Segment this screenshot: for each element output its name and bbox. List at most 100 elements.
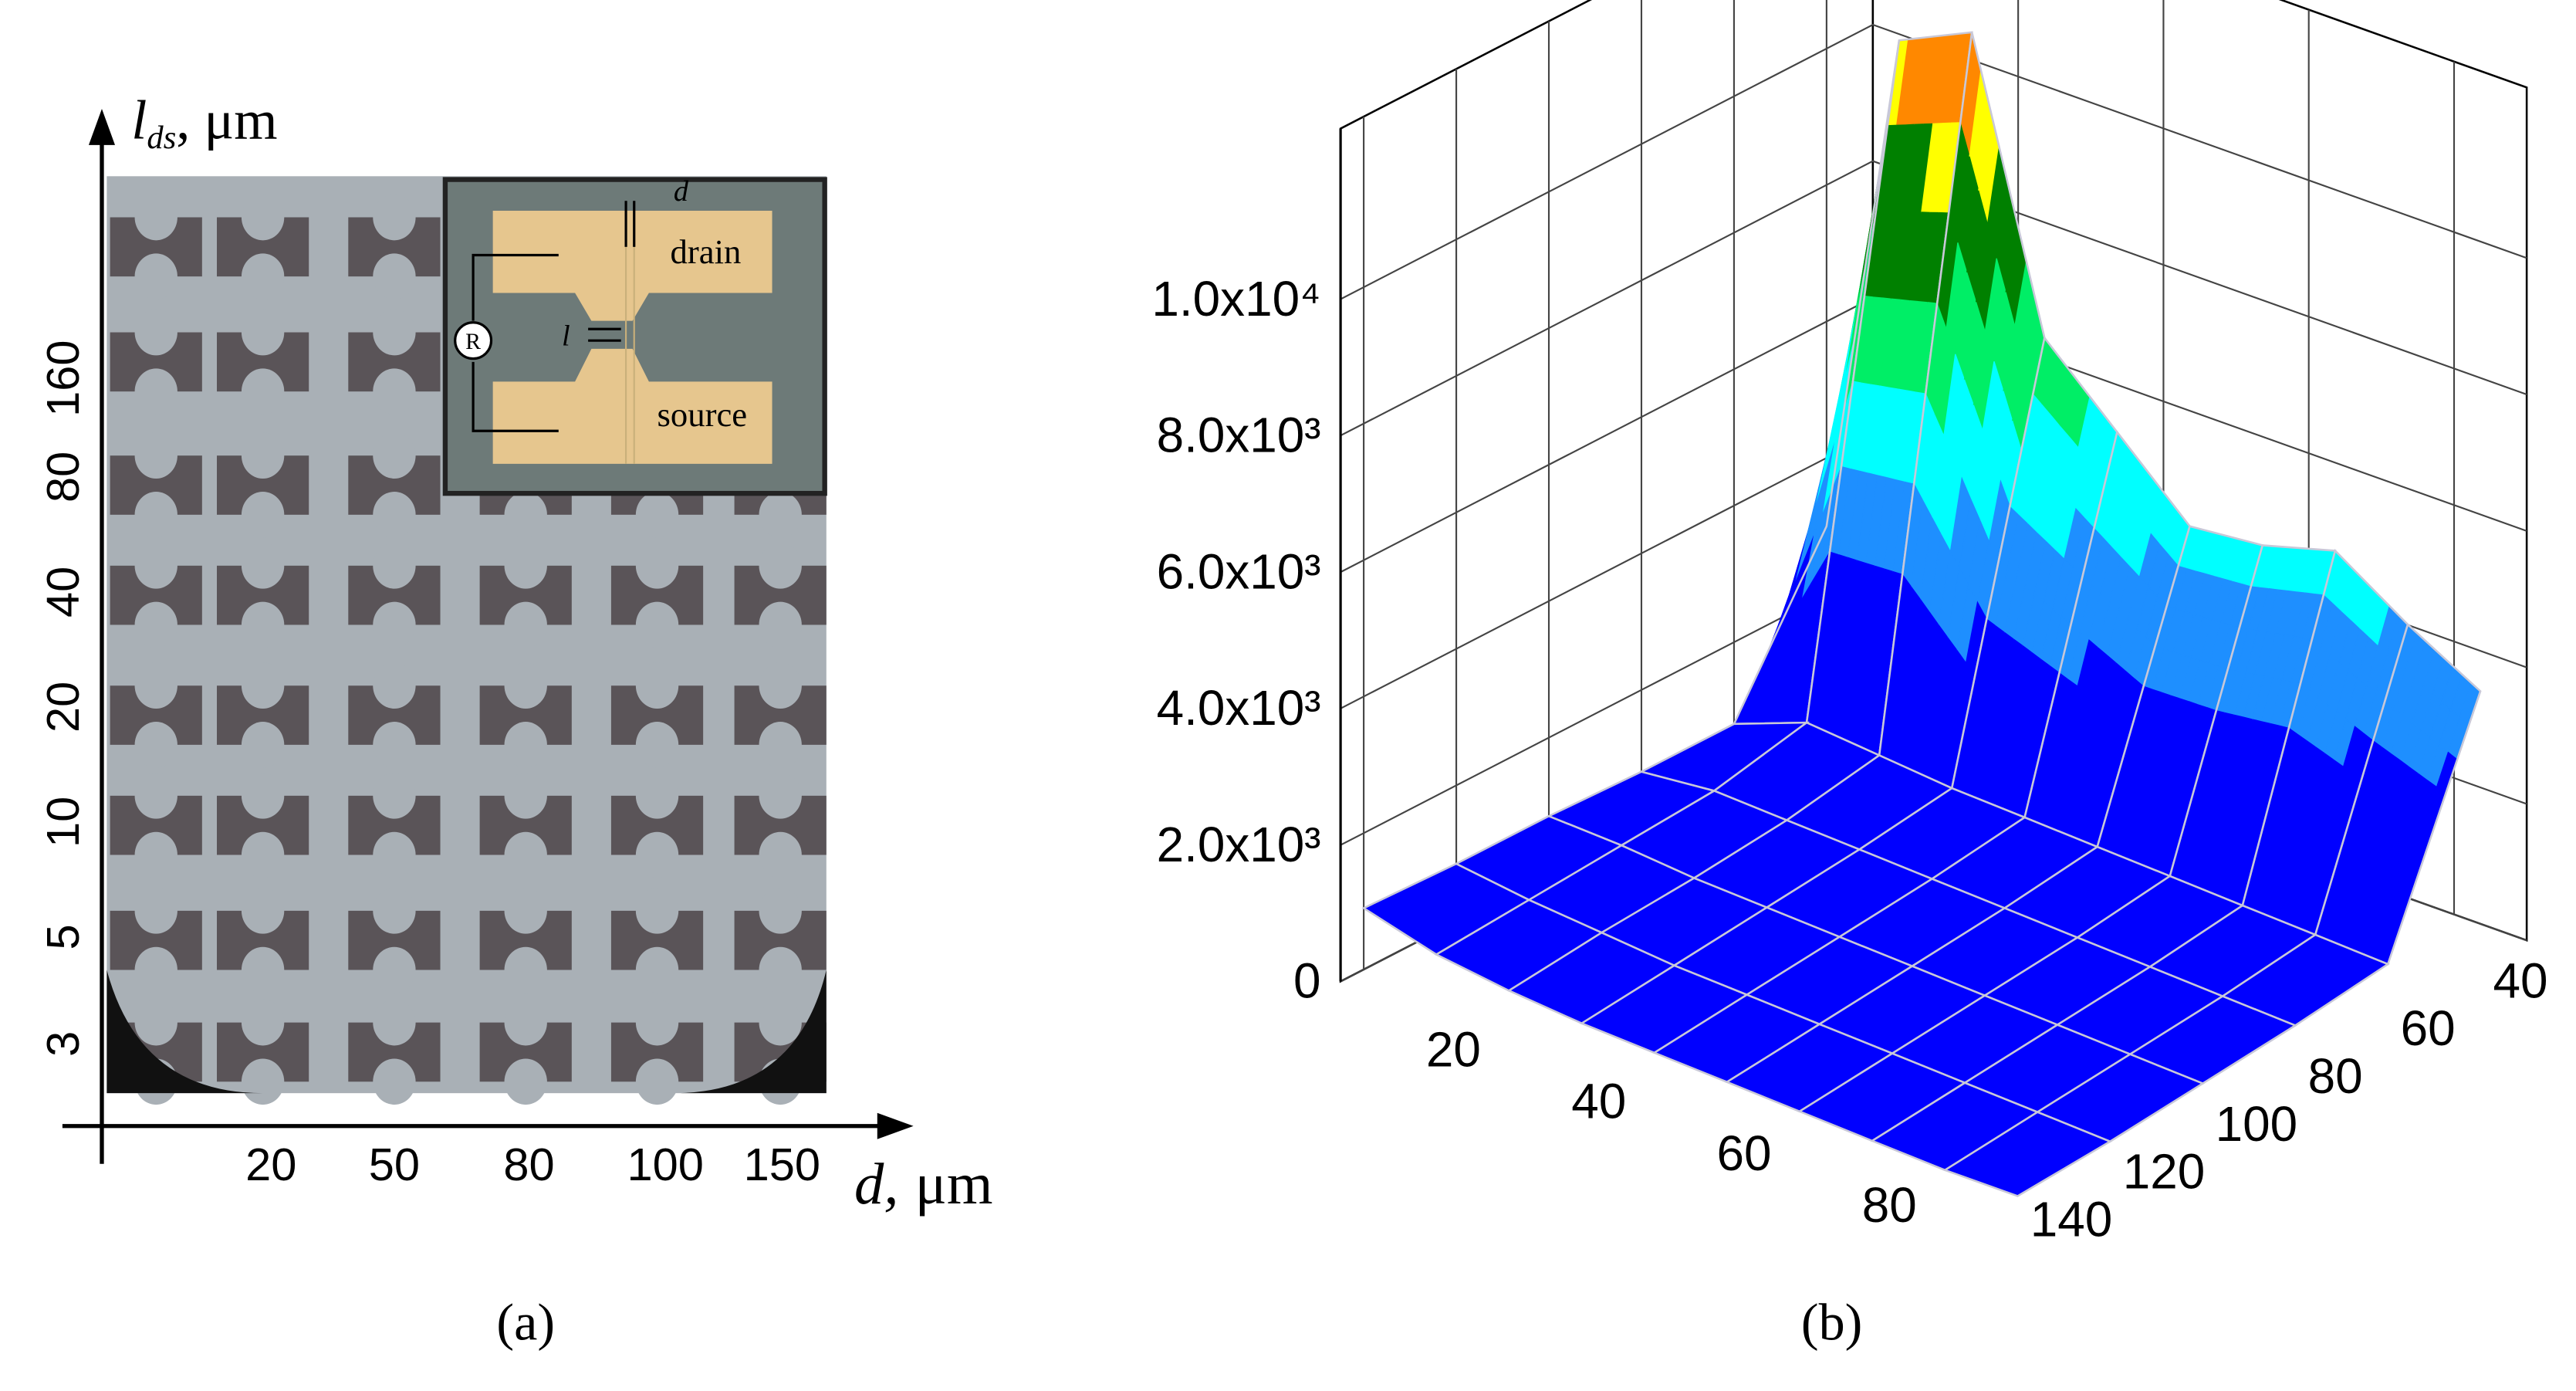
surface-quad <box>1983 936 2152 1027</box>
pad-notch <box>504 773 547 819</box>
y-label-symbol: l <box>131 89 147 151</box>
surface-quad <box>1909 907 2080 997</box>
z-tick-label: 2.0x10³ <box>1157 817 1321 872</box>
pad-notch <box>504 601 547 648</box>
surface-quad <box>1599 877 1770 967</box>
pad-notch <box>134 999 177 1046</box>
pad-notch <box>134 194 177 241</box>
surface-quad <box>1712 721 1881 822</box>
pad-notch <box>635 888 679 934</box>
pad-notch <box>504 946 547 993</box>
surface-quad <box>1857 787 2027 881</box>
pad-notch <box>373 1058 416 1105</box>
y-tick-label: 80 <box>37 452 89 503</box>
surface-quad <box>1805 31 1973 757</box>
surface-quad <box>1870 1081 2040 1172</box>
pad-notch <box>373 601 416 648</box>
pad-notch <box>373 773 416 819</box>
pad-notch <box>134 946 177 993</box>
pad-notch <box>635 831 679 878</box>
surface-quad <box>1784 754 1954 851</box>
surface-quad <box>2096 525 2264 878</box>
y-tick-label: 40 <box>37 567 89 618</box>
caption-b: (b) <box>1801 1293 1862 1352</box>
pad-notch <box>241 543 285 589</box>
pad-notch <box>241 368 285 415</box>
x-arrow <box>877 1112 914 1139</box>
pad-notch <box>241 662 285 709</box>
pad-notch <box>134 601 177 648</box>
surface-quad <box>2241 548 2409 936</box>
surface-quad <box>2169 544 2337 907</box>
pad-notch <box>759 601 802 648</box>
pad-notch <box>504 722 547 768</box>
z-tick-label: 4.0x10³ <box>1157 680 1321 736</box>
pad-notch <box>241 194 285 241</box>
x-tick-label: 150 <box>744 1139 820 1190</box>
x-axis-label: d, μm <box>854 1151 992 1217</box>
pad-notch <box>373 309 416 356</box>
surface-quad <box>1878 32 2046 790</box>
y-tick-label: 20 <box>37 682 89 733</box>
resistor-symbol <box>454 321 493 360</box>
surface-quad <box>2002 845 2172 939</box>
pad-notch <box>373 831 416 878</box>
pad-notch <box>134 543 177 589</box>
surface-quad <box>2128 995 2297 1085</box>
y-label-subscript: ds <box>147 120 176 156</box>
pad-notch <box>504 831 547 878</box>
pad-notch <box>241 999 285 1046</box>
pad-notch <box>241 1058 285 1105</box>
y-tick-label: 80 <box>2308 1048 2363 1104</box>
pad-notch <box>241 946 285 993</box>
pad-notch <box>759 946 802 993</box>
surface-quad <box>1962 1024 2133 1114</box>
pad-notch <box>241 773 285 819</box>
pad-notch <box>134 773 177 819</box>
pad-notch <box>241 492 285 538</box>
pad-notch <box>134 368 177 415</box>
surface-quad <box>1454 814 1624 902</box>
pad-notch <box>759 722 802 768</box>
panel-a: R drain source d l lds, μm d, μm (a) 3510… <box>37 89 992 1351</box>
circuit-wire <box>472 253 559 432</box>
surface-quad <box>2023 429 2191 848</box>
x-tick-label: 50 <box>369 1139 420 1190</box>
pad-notch <box>759 888 802 934</box>
source-pad <box>492 348 772 464</box>
z-tick-label: 1.0x10⁴ <box>1151 271 1320 327</box>
pad-notch <box>241 888 285 934</box>
pad-notch <box>134 492 177 538</box>
surface-quad <box>1361 862 1531 956</box>
z-tick-label: 0 <box>1293 953 1321 1009</box>
pad-notch <box>504 492 547 538</box>
pad-notch <box>635 999 679 1046</box>
pad-notch <box>759 662 802 709</box>
x-tick-label: 40 <box>1571 1074 1626 1129</box>
pad-notch <box>504 999 547 1046</box>
y-arrow <box>88 109 116 145</box>
pad-notch <box>134 253 177 300</box>
x-label-symbol: d, <box>854 1151 898 1217</box>
inset: R drain source d l <box>442 175 827 496</box>
y-tick-label: 3 <box>37 1031 89 1057</box>
surface-quad <box>1837 878 2007 968</box>
y-tick-label: 120 <box>2123 1144 2206 1200</box>
surface-quad <box>1817 965 1987 1055</box>
y-label-unit: , μm <box>176 89 277 151</box>
pad-notch <box>134 831 177 878</box>
pad-notch <box>759 831 802 878</box>
x-tick-label: 80 <box>1862 1177 1917 1233</box>
x-tick-label: 20 <box>1426 1022 1481 1078</box>
pad-notch <box>373 946 416 993</box>
pad-notch <box>373 194 416 241</box>
x-tick-label: 60 <box>1716 1125 1771 1181</box>
pad-notch <box>241 722 285 768</box>
pad-notch <box>635 946 679 993</box>
length-label: l <box>562 320 570 353</box>
x-tick-label: 80 <box>503 1139 554 1190</box>
pad-notch <box>241 309 285 356</box>
pad-notch <box>373 253 416 300</box>
pad-notch <box>373 888 416 934</box>
